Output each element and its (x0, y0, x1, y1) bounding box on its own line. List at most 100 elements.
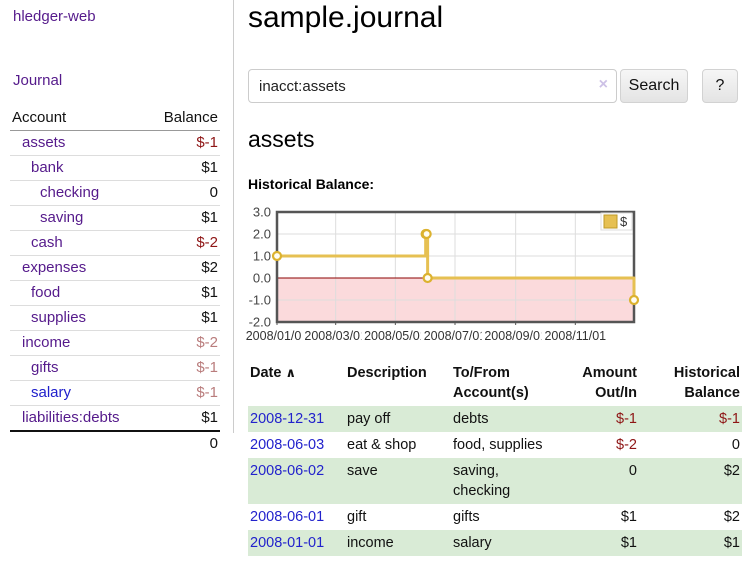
transaction-row: 2008-01-01 income salary $1 $1 (248, 530, 742, 556)
svg-text:2008/01/01: 2008/01/01 (246, 329, 309, 343)
transaction-row: 2008-06-03 eat & shop food, supplies $-2 0 (248, 432, 742, 458)
balance-column-header: Balance (147, 106, 220, 131)
date-column-header[interactable]: Date ∧ (250, 365, 297, 381)
account-row: bank $1 (10, 155, 220, 181)
svg-text:1.0: 1.0 (253, 249, 271, 264)
account-balance: $-2 (147, 330, 220, 356)
data-point (422, 272, 433, 284)
account-balance: 0 (147, 180, 220, 206)
transaction-amount: $1 (620, 509, 637, 525)
sidebar-account-link[interactable]: liabilities:debts (22, 409, 120, 426)
svg-text:2.0: 2.0 (253, 227, 271, 242)
sidebar-account-link[interactable]: assets (22, 134, 66, 151)
svg-text:3.0: 3.0 (253, 205, 271, 220)
historical-balance-chart[interactable]: $3.0 2.0 1.0 0.0 -1.0 -2.0 2008/01/01 2008/03/0… (243, 200, 742, 350)
account-row: gifts $-1 (10, 355, 220, 381)
transaction-balance: $-1 (639, 406, 742, 432)
transaction-description: eat & shop (347, 437, 417, 453)
transaction-accounts: debts (451, 406, 549, 432)
transaction-accounts: saving, checking (451, 458, 549, 504)
data-point (271, 250, 283, 262)
sidebar-account-link[interactable]: income (22, 334, 71, 351)
transaction-accounts: food, supplies (453, 437, 543, 453)
clear-search-icon[interactable]: × (598, 76, 608, 93)
account-balance: $1 (147, 205, 220, 231)
transaction-amount: $-2 (616, 437, 637, 453)
transaction-date: 2008-06-01 (248, 504, 345, 530)
sidebar-account-link[interactable]: bank (31, 159, 64, 176)
sidebar-account-link[interactable]: cash (31, 234, 63, 251)
transaction-balance: 0 (731, 437, 740, 453)
account-balance: $1 (147, 305, 220, 331)
account-row: assets $-1 (10, 130, 220, 156)
data-point (421, 228, 432, 240)
sidebar-item-journal[interactable]: Journal (13, 72, 63, 89)
svg-text:2008/09/01: 2008/09/01 (484, 329, 547, 343)
transaction-balance: $2 (639, 458, 742, 504)
accounts-total-balance: 0 (147, 430, 220, 456)
accounts-total-row: 0 (10, 430, 220, 456)
account-row: saving $1 (10, 205, 220, 231)
transaction-date: 2008-12-31 (248, 406, 345, 432)
accounts-column-header: To/From Account(s) (453, 365, 529, 401)
svg-text:2008/03/01: 2008/03/01 (304, 329, 367, 343)
account-row: food $1 (10, 280, 220, 306)
main-content: sample.journal × Search ? assets Histori… (243, 0, 742, 582)
svg-text:-2.0: -2.0 (249, 315, 271, 330)
sidebar-account-link[interactable]: saving (40, 209, 84, 226)
sidebar-account-link[interactable]: salary (31, 384, 72, 401)
svg-text:0.0: 0.0 (253, 271, 271, 286)
account-balance: $1 (147, 405, 220, 432)
sort-ascending-icon: ∧ (285, 365, 297, 380)
sidebar-account-link[interactable]: checking (40, 184, 100, 201)
svg-text:2008/07/01: 2008/07/01 (424, 329, 487, 343)
transaction-amount: $-1 (549, 406, 639, 432)
svg-text:2008/05/01: 2008/05/01 (364, 329, 427, 343)
app-title-link[interactable]: hledger-web (13, 8, 96, 25)
transaction-description: income (345, 530, 451, 556)
transaction-date-link[interactable]: 2008-12-31 (250, 411, 325, 427)
sidebar-account-link[interactable]: expenses (22, 259, 87, 276)
legend-swatch (603, 214, 618, 229)
amount-column-header: Amount Out/In (582, 365, 637, 401)
register-header-row: Date ∧ Description To/From Account(s) Am… (248, 360, 742, 406)
sidebar-account-link[interactable]: supplies (31, 309, 87, 326)
svg-text:2008/11/01: 2008/11/01 (544, 329, 606, 343)
plot-border (275, 210, 636, 324)
svg-text:-1.0: -1.0 (249, 293, 271, 308)
transaction-date-link[interactable]: 2008-01-01 (250, 535, 325, 551)
accounts-table-header: Account Balance (10, 106, 220, 131)
account-heading: assets (248, 126, 315, 152)
account-row: income $-2 (10, 330, 220, 356)
description-column-header: Description (347, 365, 427, 381)
account-row: checking 0 (10, 180, 220, 206)
sidebar: hledger-web Journal Account Balance asse… (0, 0, 233, 582)
help-button[interactable]: ? (702, 69, 738, 103)
search-bar: × Search ? (248, 69, 742, 103)
search-button[interactable]: Search (620, 69, 688, 103)
sidebar-account-link[interactable]: food (31, 284, 61, 301)
sidebar-account-link[interactable]: gifts (31, 359, 59, 376)
transaction-date: 2008-01-01 (248, 530, 345, 556)
account-balance: $1 (147, 280, 220, 306)
account-balance: $-1 (147, 355, 220, 381)
transaction-row: 2008-06-01 gift gifts $1 $2 (248, 504, 742, 530)
account-balance: $1 (147, 155, 220, 181)
legend-label: $ (620, 214, 628, 229)
search-input[interactable] (248, 69, 617, 103)
register-table: Date ∧ Description To/From Account(s) Am… (248, 360, 742, 556)
transaction-date-link[interactable]: 2008-06-03 (250, 437, 325, 453)
accounts-table-body: assets $-1 bank $1 checking 0 saving $1 cash $-2 e… (10, 130, 220, 432)
transaction-amount: 0 (549, 458, 639, 504)
transaction-date-link[interactable]: 2008-06-02 (250, 463, 325, 479)
transaction-description: save (345, 458, 451, 504)
transaction-date: 2008-06-02 (248, 458, 345, 504)
transaction-date-link[interactable]: 2008-06-01 (250, 509, 325, 525)
transaction-description: gift (347, 509, 367, 525)
transaction-row: 2008-12-31 pay off debts $-1 $-1 (248, 406, 742, 432)
balance-chart-svg: $3.0 2.0 1.0 0.0 -1.0 -2.02008/01/012008/03/0… (243, 205, 640, 343)
sidebar-divider (233, 0, 234, 433)
transaction-accounts: gifts (453, 509, 480, 525)
chart-legend: $ (600, 212, 633, 231)
account-row: cash $-2 (10, 230, 220, 256)
